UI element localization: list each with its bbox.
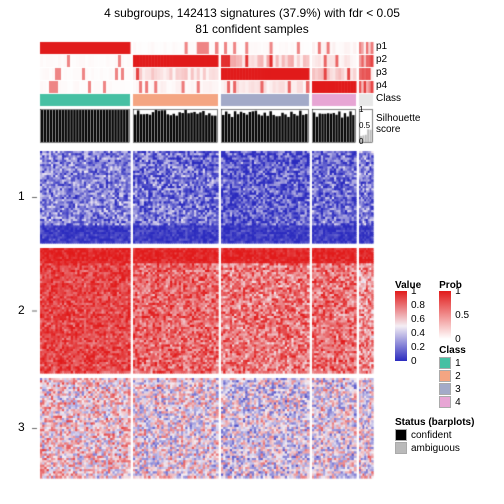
- legend-class-swatch: [439, 357, 451, 369]
- heatmap-row-label-1: 1: [18, 189, 25, 203]
- legend-value-tick: 1: [411, 286, 417, 297]
- annotation-label-p1: p1: [376, 41, 387, 52]
- legend-value-tick: 0: [411, 356, 417, 367]
- heatmap-row-label-2: 2: [18, 303, 25, 317]
- legend-class-item: 1: [439, 357, 466, 369]
- legend-prob-tick: 0.5: [455, 310, 469, 321]
- legend-prob-title: Prob: [439, 280, 466, 291]
- legend-class-title: Class: [439, 345, 466, 356]
- silhouette-tick: 1: [359, 105, 363, 114]
- annotation-label-p2: p2: [376, 54, 387, 65]
- legend-value-tick: 0.8: [411, 300, 425, 311]
- heatmap-row-label-3: 3: [18, 420, 25, 434]
- legend-value-title: Value: [395, 280, 421, 291]
- legend-status-item: confident: [395, 429, 503, 441]
- legend-status-swatch: [395, 442, 407, 454]
- legend-class-swatch: [439, 396, 451, 408]
- legend-value-colorbar: [395, 291, 407, 361]
- legend-status-title: Status (barplots): [395, 417, 503, 428]
- annotation-label-Class: Class: [376, 93, 401, 104]
- legend-class-item: 3: [439, 383, 466, 395]
- legend-value-tick: 0.6: [411, 314, 425, 325]
- legend-class-item: 4: [439, 396, 466, 408]
- annotation-label-p3: p3: [376, 67, 387, 78]
- legend-status-item: ambiguous: [395, 442, 503, 454]
- legend-value-tick: 0.2: [411, 342, 425, 353]
- annotation-label-p4: p4: [376, 80, 387, 91]
- legend-class-swatch: [439, 383, 451, 395]
- legend-class-swatch: [439, 370, 451, 382]
- legend-value-tick: 0.4: [411, 328, 425, 339]
- legend-status-swatch: [395, 429, 407, 441]
- silhouette-tick: 0: [359, 137, 363, 146]
- silhouette-label: Silhouette score: [376, 113, 420, 135]
- silhouette-tick: 0.5: [359, 121, 370, 130]
- legend-prob-tick: 0: [455, 334, 461, 345]
- legend-class-item: 2: [439, 370, 466, 382]
- legend-prob-tick: 1: [455, 286, 461, 297]
- legend-prob-colorbar: [439, 291, 451, 339]
